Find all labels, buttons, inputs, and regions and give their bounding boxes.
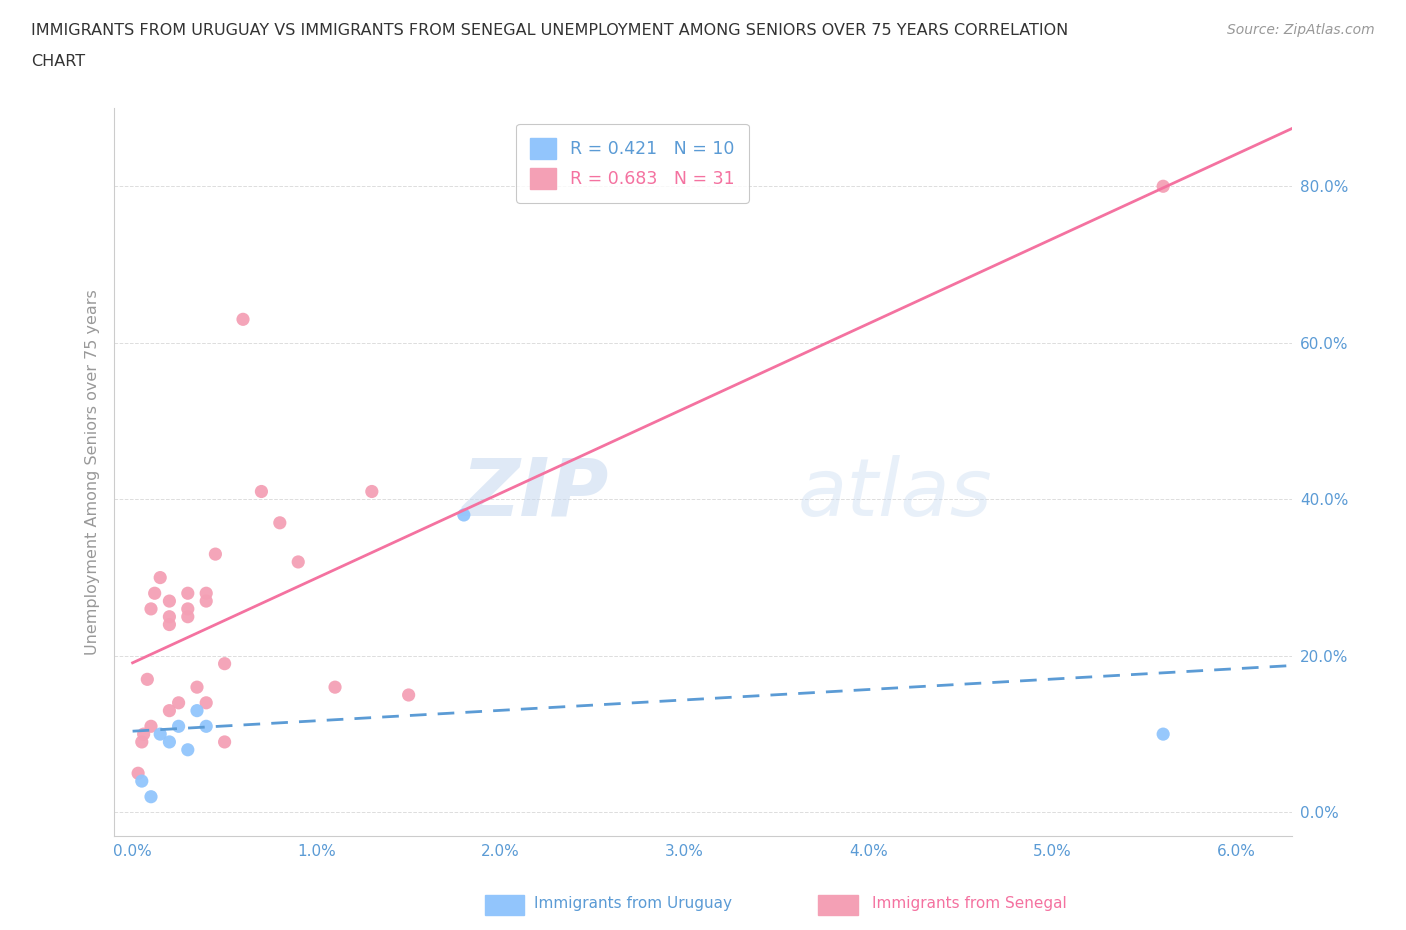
Point	[132, 726, 155, 741]
Text: CHART: CHART	[31, 54, 84, 69]
Point	[139, 719, 162, 734]
Text: atlas: atlas	[797, 455, 993, 533]
Text: Immigrants from Senegal: Immigrants from Senegal	[872, 897, 1067, 911]
Point	[143, 586, 166, 601]
Point	[398, 687, 420, 702]
Point	[360, 484, 382, 498]
Point	[214, 735, 236, 750]
Point	[157, 609, 180, 624]
Point	[167, 696, 190, 711]
Point	[149, 726, 172, 741]
Point	[186, 703, 208, 718]
Point	[214, 657, 236, 671]
Point	[127, 765, 149, 780]
Point	[157, 593, 180, 608]
Point	[195, 586, 218, 601]
Text: ZIP: ZIP	[461, 455, 609, 533]
Point	[177, 602, 200, 617]
Point	[323, 680, 346, 695]
Point	[139, 790, 162, 804]
Point	[1152, 179, 1174, 193]
Y-axis label: Unemployment Among Seniors over 75 years: Unemployment Among Seniors over 75 years	[86, 289, 100, 655]
Point	[453, 508, 475, 523]
Point	[149, 570, 172, 585]
Text: IMMIGRANTS FROM URUGUAY VS IMMIGRANTS FROM SENEGAL UNEMPLOYMENT AMONG SENIORS OV: IMMIGRANTS FROM URUGUAY VS IMMIGRANTS FR…	[31, 23, 1069, 38]
Point	[195, 719, 218, 734]
Point	[157, 735, 180, 750]
Point	[232, 312, 254, 326]
Point	[177, 586, 200, 601]
Point	[287, 554, 309, 569]
Point	[250, 484, 273, 498]
Point	[167, 719, 190, 734]
Point	[195, 696, 218, 711]
Point	[157, 618, 180, 632]
Point	[195, 593, 218, 608]
Point	[1152, 726, 1174, 741]
Point	[204, 547, 226, 562]
Point	[186, 680, 208, 695]
Text: Source: ZipAtlas.com: Source: ZipAtlas.com	[1227, 23, 1375, 37]
Point	[136, 671, 159, 686]
Point	[269, 515, 291, 530]
Point	[177, 609, 200, 624]
Point	[177, 742, 200, 757]
Point	[157, 703, 180, 718]
Text: Immigrants from Uruguay: Immigrants from Uruguay	[534, 897, 733, 911]
Legend: R = 0.421   N = 10, R = 0.683   N = 31: R = 0.421 N = 10, R = 0.683 N = 31	[516, 124, 748, 203]
Point	[131, 735, 153, 750]
Point	[139, 602, 162, 617]
Point	[131, 774, 153, 789]
